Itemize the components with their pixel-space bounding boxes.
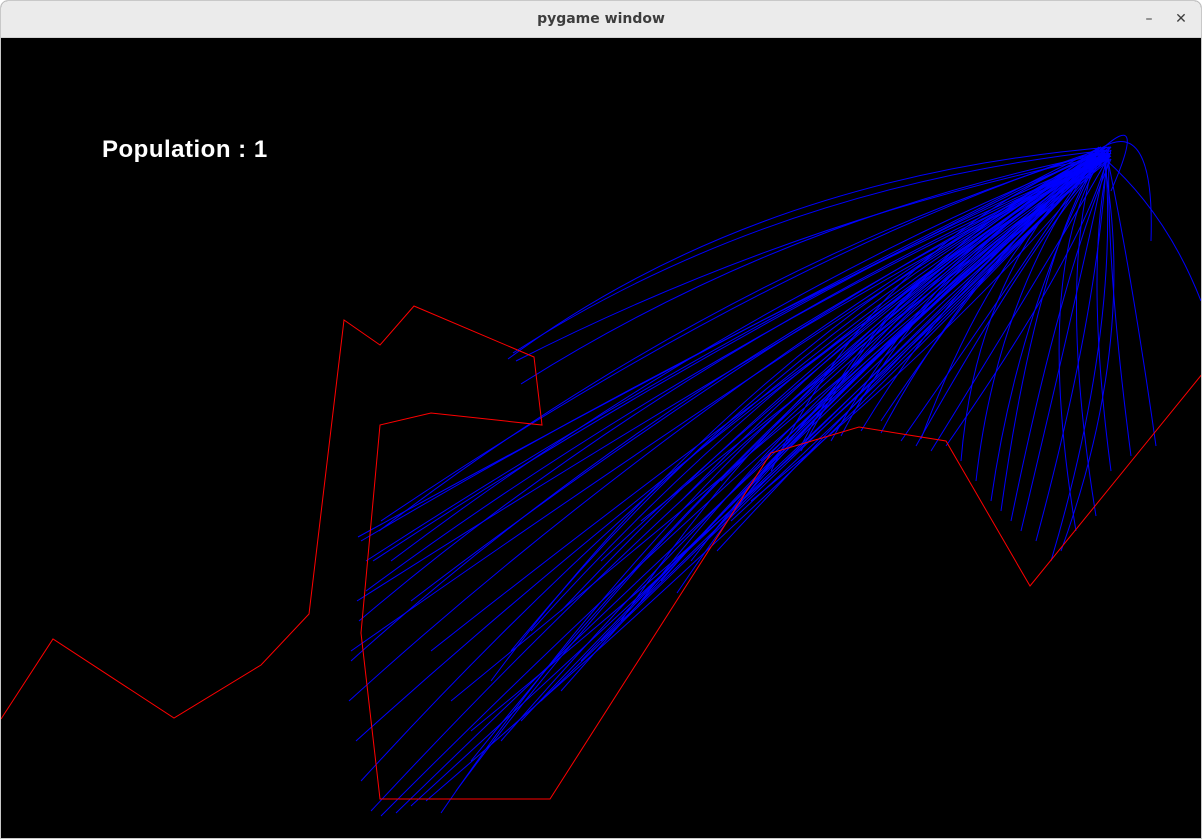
agent-path — [410, 155, 1102, 602]
agent-path — [915, 152, 1112, 447]
agent-path — [515, 155, 1106, 362]
agent-path — [1035, 149, 1108, 542]
agent-path — [378, 149, 1106, 532]
agent-path — [1076, 146, 1100, 517]
agent-paths — [348, 134, 1201, 817]
agent-path — [440, 155, 1104, 814]
agent-path — [507, 146, 1112, 360]
agent-path — [945, 158, 1108, 447]
agent-path — [760, 146, 1106, 462]
agent-path — [800, 149, 1104, 447]
minimize-button[interactable]: – — [1145, 11, 1153, 27]
agent-path — [1106, 155, 1157, 447]
agent-path — [357, 146, 1102, 538]
agent-path — [1010, 158, 1112, 522]
agent-path — [920, 158, 1112, 440]
agent-path — [716, 155, 1102, 552]
agent-path — [840, 152, 1102, 437]
agent-path — [990, 152, 1102, 502]
agent-path — [380, 149, 1100, 522]
agent-path — [975, 149, 1104, 482]
agent-path — [1096, 149, 1112, 472]
game-scene — [1, 134, 1201, 817]
agent-path — [512, 149, 1110, 354]
window-title: pygame window — [537, 11, 665, 27]
agent-path — [348, 146, 1106, 702]
agent-path — [390, 152, 1104, 562]
agent-path — [430, 158, 1100, 652]
agent-path — [372, 146, 1108, 562]
track-wall-0 — [1, 305, 1201, 800]
agent-path — [1102, 141, 1152, 242]
agent-path — [455, 158, 1102, 792]
agent-path — [365, 152, 1112, 562]
agent-path — [520, 152, 1110, 722]
agent-path — [1104, 158, 1201, 302]
agent-path — [640, 152, 1112, 522]
agent-path — [358, 155, 1112, 622]
agent-path — [540, 155, 1108, 702]
agent-path — [560, 146, 1102, 612]
close-button[interactable]: ✕ — [1175, 11, 1187, 27]
agent-path — [720, 158, 1108, 482]
agent-path — [770, 149, 1110, 472]
population-counter: Population : 1 — [102, 136, 268, 163]
agent-path — [350, 152, 1100, 652]
agent-path — [1108, 152, 1132, 457]
track-walls — [1, 305, 1201, 800]
agent-path — [1000, 155, 1100, 512]
agent-path — [750, 146, 1112, 502]
agent-path — [470, 146, 1100, 762]
agent-path — [500, 149, 1112, 742]
agent-path — [530, 158, 1104, 632]
agent-path — [1060, 155, 1115, 552]
agent-path — [450, 146, 1112, 702]
agent-path — [680, 155, 1110, 502]
title-bar[interactable]: pygame window – ✕ — [1, 1, 1201, 38]
agent-path — [1020, 146, 1110, 532]
agent-path — [930, 155, 1110, 452]
agent-path — [520, 152, 1108, 385]
agent-path — [1100, 134, 1128, 192]
agent-path — [1058, 158, 1102, 532]
agent-path — [880, 155, 1100, 434]
game-canvas[interactable]: Population : 1 — [1, 38, 1201, 838]
agent-path — [470, 149, 1110, 732]
